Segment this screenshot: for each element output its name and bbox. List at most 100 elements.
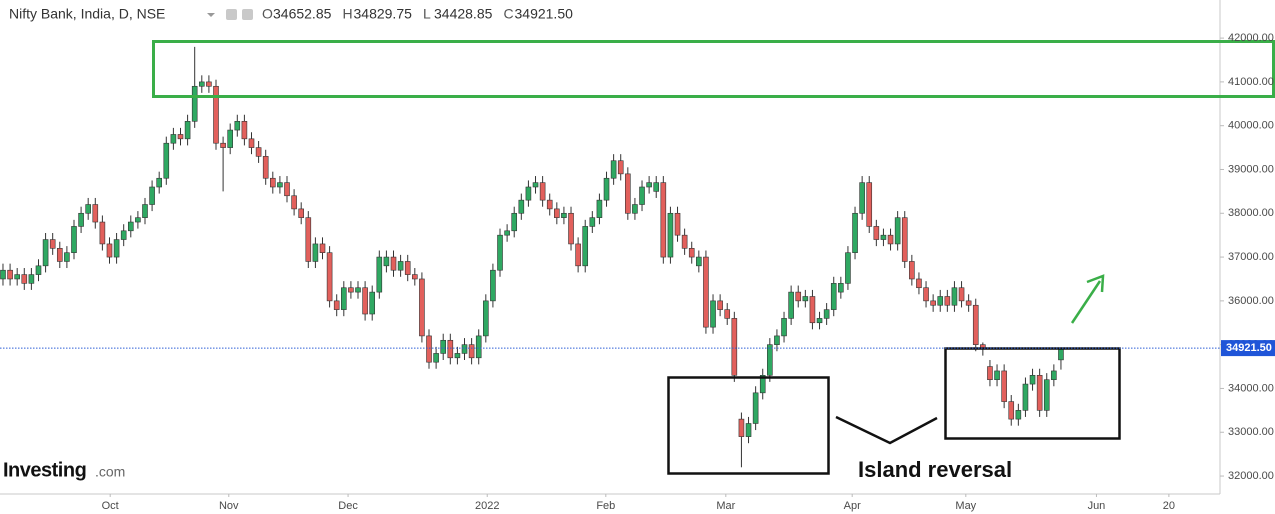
candle-body: [525, 186, 532, 201]
last-price-badge: [1221, 340, 1275, 357]
candle-body: [376, 256, 383, 293]
candle-body: [852, 212, 858, 253]
candle-body: [184, 121, 191, 140]
candle-body: [916, 278, 922, 289]
candle-body: [1058, 347, 1064, 361]
candle-body: [546, 199, 553, 210]
candle-body: [667, 212, 674, 258]
candle-body: [383, 256, 390, 267]
candle-body: [646, 182, 652, 188]
candle-body: [397, 261, 404, 271]
candle-body: [85, 204, 91, 214]
candle-body: [575, 243, 581, 267]
candle-body: [35, 265, 42, 275]
candle-body: [653, 182, 660, 192]
candle-body: [845, 252, 851, 284]
candle-body: [64, 252, 70, 262]
candle-body: [362, 287, 368, 315]
candle-body: [632, 204, 638, 214]
ohlc-key: H: [343, 6, 353, 22]
candle-body: [326, 252, 333, 302]
x-tick-label: Jun: [1088, 500, 1106, 512]
candle-body: [759, 375, 766, 394]
candle-body: [106, 243, 113, 258]
candle-body: [603, 177, 610, 201]
ohlc-key: O: [262, 6, 273, 22]
candle-body: [1029, 375, 1036, 385]
candle-body: [994, 370, 1000, 380]
candle-body: [1036, 375, 1043, 411]
candle-body: [809, 296, 816, 324]
candle-body: [596, 199, 603, 218]
candle-body: [944, 296, 951, 306]
candle-body: [1043, 379, 1050, 411]
candle-body: [901, 217, 908, 262]
y-tick-label: 37000.00: [1228, 251, 1274, 263]
x-tick-label: May: [955, 500, 976, 512]
settings-icon: [242, 9, 253, 20]
candle-body: [14, 274, 20, 280]
candle-body: [468, 344, 475, 359]
candle-body: [660, 182, 667, 258]
candle-body: [7, 269, 13, 280]
candle-body: [674, 212, 681, 236]
candle-body: [965, 300, 972, 306]
candle-body: [724, 309, 731, 319]
candle-body: [774, 335, 780, 345]
plot-area: [0, 46, 1064, 468]
candle-body: [745, 423, 752, 437]
candle-body: [554, 208, 560, 218]
candle-body: [213, 85, 219, 144]
candle-body: [227, 129, 233, 148]
candle-body: [731, 318, 738, 376]
candle-body: [987, 366, 993, 380]
candle-body: [241, 121, 248, 140]
candle-body: [859, 182, 865, 214]
x-tick-label: Nov: [219, 500, 239, 512]
y-tick-label: 42000.00: [1228, 32, 1274, 44]
candle-body: [639, 186, 645, 205]
candle-body: [582, 226, 589, 267]
symbol-title: Nifty Bank, India, D, NSE: [9, 6, 165, 22]
candle-body: [454, 353, 461, 359]
candle-body: [880, 234, 887, 240]
candle-body: [1001, 370, 1007, 402]
x-tick-label: Feb: [596, 500, 615, 512]
ohlc-value: 34428.85: [434, 6, 493, 22]
candle-body: [0, 269, 6, 280]
candle-body: [447, 339, 454, 359]
candle-body: [404, 261, 411, 275]
eye-icon: [226, 9, 237, 20]
candle-body: [816, 318, 823, 324]
candle-body: [823, 309, 830, 319]
candle-body: [568, 212, 574, 245]
candle-body: [149, 186, 155, 205]
up-arrow-shaft: [1070, 280, 1102, 324]
candle-body: [958, 287, 965, 302]
candle-body: [951, 287, 958, 306]
ohlc-key: L: [423, 6, 431, 22]
candle-body: [1051, 370, 1057, 380]
candle-body: [511, 212, 518, 232]
candle-body: [752, 392, 759, 424]
candle-body: [1022, 383, 1029, 411]
candle-body: [234, 121, 241, 131]
candle-body: [483, 300, 489, 337]
y-tick-label: 41000.00: [1228, 76, 1274, 88]
candle-body: [78, 212, 84, 227]
gap-box-left: [667, 376, 830, 475]
dropdown-caret: [207, 13, 215, 17]
last-price-label: 34921.50: [1226, 342, 1272, 354]
candle-body: [937, 296, 944, 306]
candle-body: [461, 344, 468, 354]
x-tick-label: Oct: [102, 500, 119, 512]
candle-body: [767, 344, 773, 376]
candle-body: [341, 287, 347, 310]
candle-body: [688, 248, 695, 258]
candle-body: [838, 283, 844, 293]
candle-body: [866, 182, 873, 227]
candle-body: [120, 230, 127, 240]
y-tick-label: 36000.00: [1228, 295, 1274, 307]
